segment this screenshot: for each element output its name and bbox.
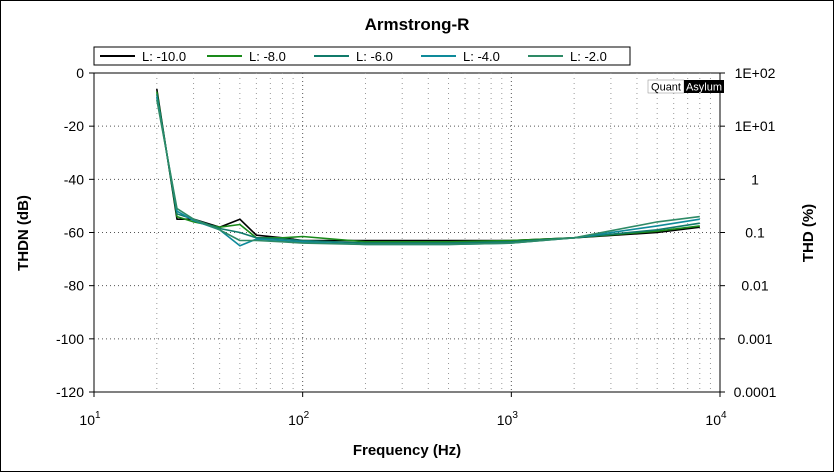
legend-label: L: -2.0: [570, 49, 607, 64]
series-lines: [156, 88, 700, 247]
y2-tick-label: 0.01: [741, 278, 768, 294]
watermark: Quant Asylum: [647, 79, 724, 94]
y2-tick-label: 1: [751, 171, 759, 187]
y2-axis-ticks: 1E+02 1E+01 1 0.1 0.01 0.001 0.0001: [720, 65, 777, 400]
y-tick-label: -20: [64, 118, 84, 134]
legend-label: L: -4.0: [463, 49, 500, 64]
x-axis-label: Frequency (Hz): [353, 442, 461, 459]
y-tick-label: -120: [56, 384, 84, 400]
y2-tick-label: 1E+02: [735, 65, 776, 81]
x-tick-label: 102: [288, 410, 310, 428]
x-tick-label: 104: [705, 410, 727, 428]
y2-tick-label: 0.001: [737, 331, 772, 347]
series-line: [156, 99, 700, 246]
grid-lines: [94, 73, 720, 392]
y-axis-ticks: 0 -20 -40 -60 -80 -100 -120: [56, 65, 94, 400]
legend-box: [93, 46, 631, 66]
watermark-asylum: Asylum: [686, 82, 722, 94]
legend-label: L: -10.0: [142, 49, 186, 64]
watermark-quant: Quant: [651, 82, 681, 94]
y2-tick-label: 0.0001: [734, 384, 777, 400]
legend-label: L: -8.0: [249, 49, 286, 64]
x-tick-label: 101: [79, 410, 101, 428]
y-tick-label: -80: [64, 278, 84, 294]
legend: L: -10.0 L: -8.0 L: -6.0 L: -4.0 L: -2.0: [93, 46, 631, 66]
y-tick-label: -40: [64, 171, 84, 187]
chart-title: Armstrong-R: [365, 15, 470, 34]
y2-tick-label: 0.1: [745, 225, 765, 241]
x-axis-ticks: 101 102 103 104: [79, 392, 727, 428]
y2-tick-label: 1E+01: [735, 118, 776, 134]
y-tick-label: -100: [56, 331, 84, 347]
x-tick-label: 103: [497, 410, 519, 428]
y-tick-label: -60: [64, 225, 84, 241]
y2-axis-label: THD (%): [800, 204, 817, 262]
legend-label: L: -6.0: [356, 49, 393, 64]
y-axis-label: THDN (dB): [15, 195, 32, 271]
y-tick-label: 0: [76, 65, 84, 81]
